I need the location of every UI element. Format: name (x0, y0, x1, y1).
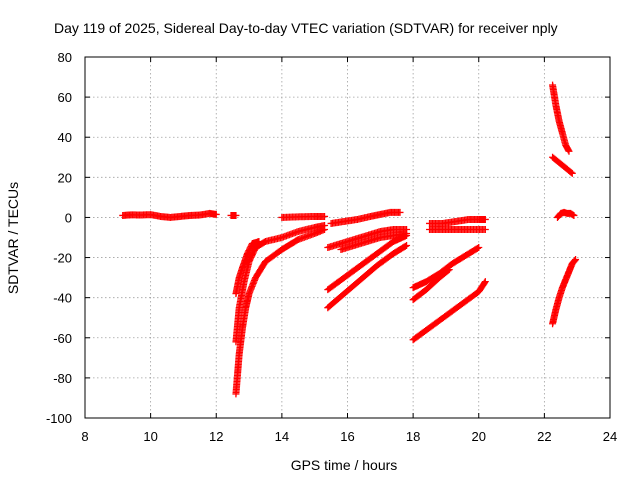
data-point-markers (409, 278, 489, 344)
series-arc-16 (409, 278, 489, 344)
ticks: 8 10 12 14 16 18 20 22 24 -100 -80 -60 -40 -20 0 20 40 60… (46, 50, 617, 444)
series-arc-20 (549, 256, 580, 328)
series-arc-13 (426, 225, 489, 233)
data-point-markers (426, 225, 489, 233)
series-arc-8 (324, 225, 411, 252)
data-point-markers (324, 242, 411, 312)
series-arc-18 (549, 153, 576, 177)
x-tick-label: 14 (275, 429, 289, 444)
series-arc-6 (278, 212, 329, 221)
x-tick-label: 12 (209, 429, 223, 444)
y-tick-label: 60 (58, 90, 72, 105)
series-arc-4 (232, 221, 329, 346)
series-arc-12 (426, 215, 489, 227)
y-axis-label: SDTVAR / TECUs (5, 182, 21, 294)
y-tick-label: -100 (46, 411, 72, 426)
series-arc-3 (232, 225, 329, 398)
data-point-markers (232, 221, 329, 346)
plot-frame (84, 56, 611, 419)
series-arc-15 (409, 266, 453, 304)
series-arc-11 (324, 242, 411, 312)
series-arc-19 (554, 208, 578, 221)
data-point-markers (324, 231, 411, 294)
y-tick-label: -80 (53, 371, 72, 386)
grid (85, 57, 610, 418)
data-marks (119, 81, 580, 398)
data-point-markers (409, 244, 483, 292)
y-tick-label: -20 (53, 251, 72, 266)
x-tick-label: 10 (143, 429, 157, 444)
y-tick-label: 0 (65, 210, 72, 225)
x-tick-label: 20 (472, 429, 486, 444)
series-arc-9 (337, 229, 411, 254)
data-point-markers (119, 209, 220, 221)
data-point-markers (549, 81, 573, 155)
series-arc-7 (327, 208, 404, 227)
data-point-markers (549, 256, 580, 328)
y-tick-label: 40 (58, 130, 72, 145)
data-point-markers (324, 225, 411, 252)
x-axis-label: GPS time / hours (291, 457, 398, 473)
data-point-markers (554, 208, 578, 221)
x-tick-label: 8 (81, 429, 88, 444)
y-tick-label: 80 (58, 50, 72, 65)
x-tick-label: 16 (340, 429, 354, 444)
y-tick-label: 20 (58, 170, 72, 185)
series-arc-10 (324, 231, 411, 294)
series-arc-5 (232, 238, 263, 298)
data-point-markers (232, 238, 263, 298)
y-tick-label: -60 (53, 331, 72, 346)
y-tick-label: -40 (53, 291, 72, 306)
x-tick-label: 24 (603, 429, 617, 444)
x-tick-label: 22 (537, 429, 551, 444)
data-point-markers (426, 215, 489, 227)
series-arc-14 (409, 244, 483, 292)
data-point-markers (278, 212, 329, 221)
chart-title: Day 119 of 2025, Sidereal Day-to-day VTE… (54, 20, 558, 36)
x-tick-label: 18 (406, 429, 420, 444)
series-arc-2 (227, 211, 240, 219)
data-point-markers (337, 229, 411, 254)
data-point-markers (232, 225, 329, 398)
series-arc-1 (119, 209, 220, 221)
data-point-markers (327, 208, 404, 227)
data-point-markers (549, 153, 576, 177)
data-point-markers (227, 211, 240, 219)
data-point-markers (409, 266, 453, 304)
series-arc-17 (549, 81, 573, 155)
